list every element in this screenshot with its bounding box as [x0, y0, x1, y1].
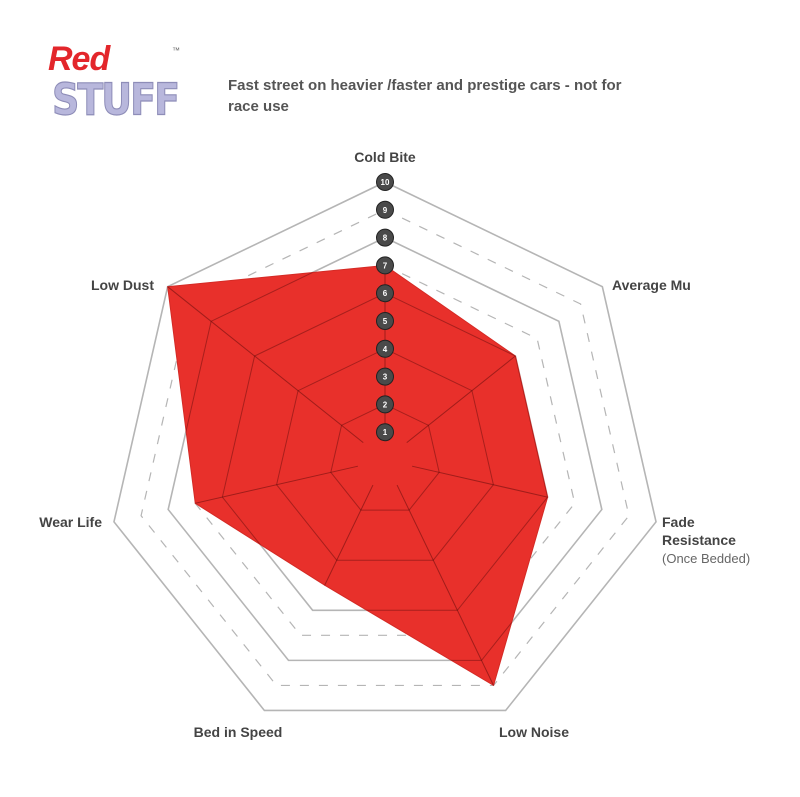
axis-label: Low Dust — [91, 277, 154, 293]
grid-ring-7 — [194, 264, 576, 636]
product-description: Fast street on heavier /faster and prest… — [228, 77, 622, 115]
scale-label: 1 — [383, 428, 388, 437]
scale-label: 3 — [383, 373, 388, 382]
scale-marker — [376, 284, 394, 303]
axis-label: Wear Life — [39, 514, 102, 530]
grid-ring-over-4 — [276, 348, 494, 561]
scale-marker — [376, 173, 394, 191]
scale-marker — [376, 312, 394, 330]
scale-marker — [376, 395, 394, 414]
grid-ring-over-2 — [330, 403, 440, 511]
scale-label: 4 — [383, 345, 388, 354]
data-polygon — [167, 264, 549, 687]
scale-label: 5 — [383, 317, 388, 326]
scale-marker — [376, 367, 394, 386]
axis-spoke — [167, 465, 359, 523]
axis-label: Fade — [662, 514, 695, 530]
scale-marker — [376, 200, 394, 219]
axis-label: Low Noise — [499, 724, 569, 740]
scale-label: 6 — [383, 289, 388, 298]
logo-red-text: Red — [48, 40, 110, 78]
scale-label: 8 — [383, 234, 388, 243]
axis-note: (Once Bedded) — [662, 551, 750, 566]
grid-ring-10 — [113, 181, 657, 712]
axis-label: Bed in Speed — [194, 724, 283, 740]
axis-label: Resistance — [662, 532, 736, 548]
scale-marker — [376, 228, 394, 247]
axis-label: Cold Bite — [354, 149, 416, 165]
scale-marker — [376, 339, 394, 358]
axis-spoke — [411, 465, 548, 523]
scale-marker — [376, 423, 394, 442]
scale-label: 7 — [383, 261, 388, 270]
scale-label: 2 — [383, 400, 388, 409]
redstuff-logo: Red STUFF ™ — [44, 40, 184, 135]
scale-label: 10 — [381, 178, 390, 187]
logo-trademark: ™ — [172, 46, 180, 55]
grid-ring-9 — [140, 209, 630, 687]
axis-spoke — [406, 286, 548, 444]
scale-label: 9 — [383, 206, 388, 215]
logo-stuff-text: STUFF — [51, 73, 180, 125]
axis-spoke — [396, 484, 507, 686]
axis-label: Average Mu — [612, 277, 691, 293]
scale-marker — [376, 256, 394, 275]
axis-spoke — [167, 286, 364, 444]
